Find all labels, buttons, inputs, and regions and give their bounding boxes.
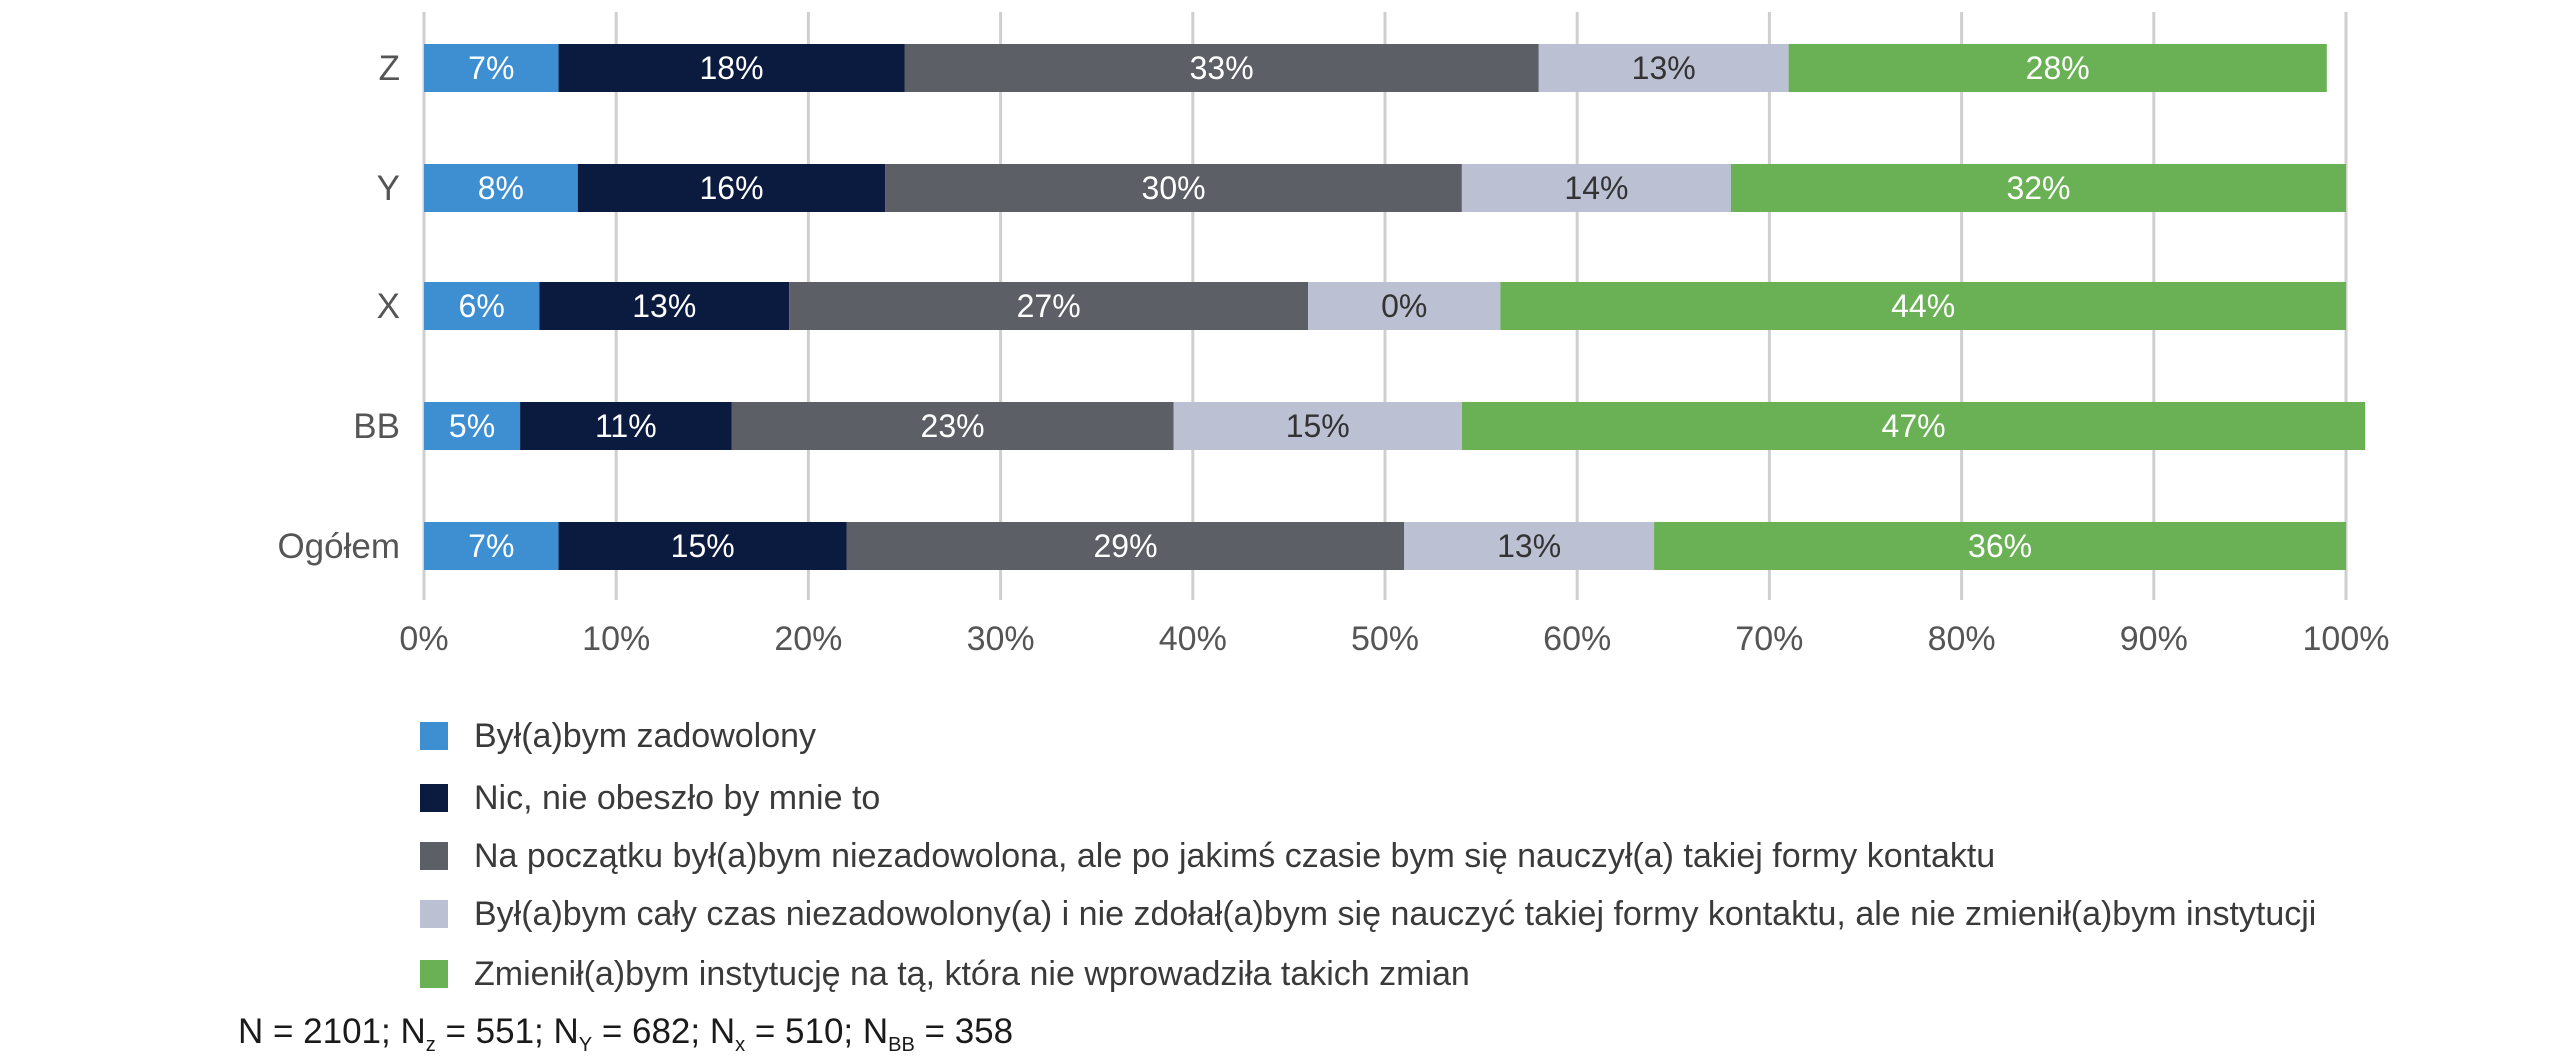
- category-label: X: [377, 287, 400, 326]
- bar-segment: [577, 164, 886, 212]
- bar-segment: [424, 402, 521, 450]
- legend-swatch: [420, 784, 448, 812]
- data-label: 44%: [1891, 288, 1955, 324]
- data-label: 14%: [1564, 170, 1628, 206]
- x-tick-label: 40%: [1159, 620, 1227, 658]
- category-labels: Z Y X BB Ogółem: [277, 49, 400, 566]
- sample-size-note: N = 2101; Nz = 551; NY = 682; Nx = 510; …: [238, 1012, 1014, 1056]
- bar-segment: [558, 522, 847, 570]
- legend-item: Zmienił(a)bym instytucję na tą, która ni…: [420, 954, 1470, 994]
- bar-segment: [539, 282, 790, 330]
- bar-segment: [1461, 402, 2366, 450]
- bar-segment: [731, 402, 1174, 450]
- bar-segment: [1538, 44, 1789, 92]
- data-label: 13%: [1497, 528, 1561, 564]
- data-label: 30%: [1142, 170, 1206, 206]
- bar-segment: [424, 282, 540, 330]
- legend-swatch: [420, 722, 448, 750]
- data-label: 15%: [1286, 408, 1350, 444]
- data-label: 18%: [699, 50, 763, 86]
- data-label: 16%: [699, 170, 763, 206]
- x-tick-labels: 0% 10% 20% 30% 40% 50% 60% 70% 80% 90% 100%: [399, 620, 2389, 658]
- data-label: 5%: [449, 408, 495, 444]
- legend-label: Zmienił(a)bym instytucję na tą, która ni…: [474, 954, 1470, 993]
- x-tick-label: 20%: [774, 620, 842, 658]
- bar-segment: [846, 522, 1405, 570]
- legend-label: Na początku był(a)bym niezadowolona, ale…: [474, 836, 1996, 875]
- legend-swatch: [420, 842, 448, 870]
- category-label: Ogółem: [277, 527, 400, 566]
- legend-item: Nic, nie obeszło by mnie to: [420, 778, 880, 818]
- x-tick-label: 10%: [582, 620, 650, 658]
- legend-item: Był(a)bym zadowolony: [420, 716, 816, 756]
- legend-label: Był(a)bym zadowolony: [474, 716, 817, 755]
- x-tick-label: 90%: [2120, 620, 2188, 658]
- category-label: Z: [379, 49, 400, 88]
- category-label: Y: [377, 169, 400, 208]
- data-label: 7%: [468, 50, 514, 86]
- legend-item: Na początku był(a)bym niezadowolona, ale…: [420, 836, 1995, 876]
- data-label: 11%: [595, 408, 657, 444]
- data-label: 13%: [632, 288, 696, 324]
- legend-item: Był(a)bym cały czas niezadowolony(a) i n…: [420, 894, 2316, 934]
- data-label: 29%: [1094, 528, 1158, 564]
- legend-swatch: [420, 900, 448, 928]
- legend-label: Był(a)bym cały czas niezadowolony(a) i n…: [474, 894, 2317, 933]
- data-label: 8%: [478, 170, 524, 206]
- bar-segment: [424, 44, 559, 92]
- stacked-bar-chart: 7% 18% 33% 13% 28% 8% 16% 30% 14% 32% 6% 13% 27% 0% 44…: [277, 12, 2389, 658]
- bar-segment: [1788, 44, 2327, 92]
- bar-segment: [1730, 164, 2346, 212]
- data-label: 28%: [2026, 50, 2090, 86]
- data-label: 27%: [1017, 288, 1081, 324]
- bar-segment: [789, 282, 1309, 330]
- x-tick-label: 70%: [1735, 620, 1803, 658]
- bar-segment: [1404, 522, 1655, 570]
- bar-segment: [885, 164, 1462, 212]
- bar-segment: [520, 402, 732, 450]
- data-label: 13%: [1632, 50, 1696, 86]
- data-label: 6%: [459, 288, 505, 324]
- bar-segment: [1173, 402, 1462, 450]
- x-tick-label: 0%: [399, 620, 448, 658]
- legend-swatch: [420, 960, 448, 988]
- x-tick-label: 60%: [1543, 620, 1611, 658]
- x-tick-label: 100%: [2303, 620, 2390, 658]
- category-label: BB: [353, 407, 400, 446]
- bar-segment: [1654, 522, 2346, 570]
- bar-segment: [1308, 282, 1501, 330]
- bar-segment: [424, 522, 559, 570]
- x-tick-label: 80%: [1928, 620, 1996, 658]
- x-tick-label: 50%: [1351, 620, 1419, 658]
- data-label: 7%: [468, 528, 514, 564]
- data-label: 47%: [1882, 408, 1946, 444]
- bar-segment: [1461, 164, 1731, 212]
- data-label: 23%: [921, 408, 985, 444]
- data-label: 32%: [2006, 170, 2070, 206]
- x-tick-label: 30%: [967, 620, 1035, 658]
- bar-segment: [1500, 282, 2346, 330]
- bar-segment: [558, 44, 905, 92]
- data-label: 0%: [1381, 288, 1427, 324]
- bar-segment: [904, 44, 1539, 92]
- data-label: 33%: [1190, 50, 1254, 86]
- data-label: 15%: [671, 528, 735, 564]
- data-label: 36%: [1968, 528, 2032, 564]
- legend-label: Nic, nie obeszło by mnie to: [474, 778, 881, 817]
- bars: 7% 18% 33% 13% 28% 8% 16% 30% 14% 32% 6% 13% 27% 0% 44…: [424, 44, 2366, 570]
- bar-segment: [424, 164, 578, 212]
